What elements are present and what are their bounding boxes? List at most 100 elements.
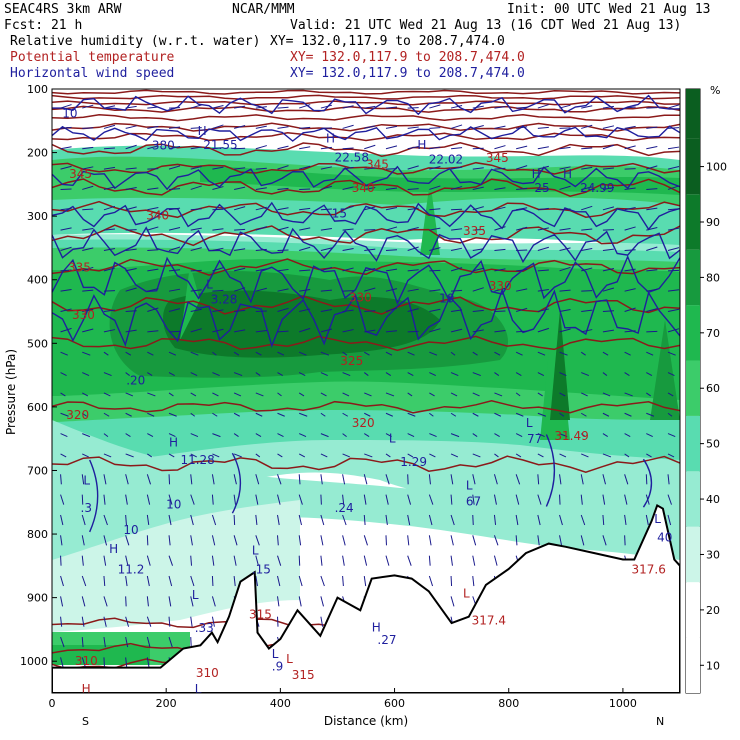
wind-vector-615 bbox=[190, 535, 193, 546]
wind-vector-89 bbox=[103, 166, 116, 170]
wind-vector-607 bbox=[645, 514, 649, 526]
wind-vector-204 bbox=[82, 247, 94, 251]
wind-vector-473 bbox=[255, 433, 262, 438]
wind-vector-293 bbox=[125, 310, 137, 313]
wind-vector-295 bbox=[168, 308, 181, 313]
wind-vector-617 bbox=[233, 535, 238, 546]
x-axis: 0 200 400 600 800 1000 bbox=[49, 688, 637, 710]
wind-vector-227 bbox=[581, 247, 593, 251]
wind-vector-729 bbox=[146, 616, 152, 627]
wind-vector-333 bbox=[364, 329, 376, 333]
wind-vector-486 bbox=[537, 433, 545, 438]
wind-vector-51 bbox=[537, 126, 549, 129]
wind-vector-156 bbox=[299, 207, 311, 211]
wind-vector-667 bbox=[60, 575, 64, 587]
wind-vector-608 bbox=[667, 514, 672, 526]
wind-vector-579 bbox=[667, 494, 672, 505]
wind-vector-212 bbox=[255, 248, 267, 251]
wind-vector-628 bbox=[472, 535, 477, 546]
wind-vector-85 bbox=[646, 145, 658, 150]
wind-vector-548 bbox=[624, 474, 629, 485]
wind-vector-650 bbox=[320, 555, 323, 566]
wind-vector-649 bbox=[298, 555, 301, 566]
wind-contour-low-4 bbox=[642, 458, 653, 508]
wind-vector-234 bbox=[103, 267, 116, 272]
field-theta-xy: XY= 132.0,117.9 to 208.7,474.0 bbox=[290, 50, 525, 65]
forecast-hour: Fcst: 21 h bbox=[4, 18, 82, 33]
wind-vector-490 bbox=[624, 433, 631, 438]
contour-label-18: 335 bbox=[463, 224, 486, 238]
wind-vector-419 bbox=[342, 392, 350, 397]
wind-vector-528 bbox=[190, 474, 193, 485]
wind-vector-175 bbox=[82, 227, 94, 231]
wind-vector-587 bbox=[211, 514, 217, 526]
wind-vector-322 bbox=[125, 329, 137, 333]
wind-vector-239 bbox=[212, 267, 224, 272]
wind-vector-557 bbox=[190, 494, 195, 505]
wind-vector-388 bbox=[298, 372, 306, 377]
wind-vector-150 bbox=[168, 207, 181, 211]
wind-vector-56 bbox=[646, 126, 658, 129]
wind-vector-390 bbox=[342, 372, 351, 377]
wind-vector-282 bbox=[516, 288, 528, 292]
wind-vector-122 bbox=[190, 185, 202, 190]
wind-vector-3 bbox=[125, 105, 137, 109]
wind-vector-64 bbox=[190, 146, 202, 150]
x-tick-label-5: 1000 bbox=[609, 697, 637, 710]
colorbar-swatch-5 bbox=[686, 360, 700, 416]
wind-vector-219 bbox=[407, 246, 419, 251]
wind-vector-105 bbox=[450, 166, 463, 170]
wind-vector-263 bbox=[103, 290, 115, 292]
contour-label-22: 330 bbox=[349, 290, 372, 304]
wind-vector-787 bbox=[146, 657, 150, 668]
wind-vector-496 bbox=[125, 453, 134, 458]
wind-vector-331 bbox=[320, 328, 333, 333]
wind-vector-131 bbox=[385, 187, 398, 190]
wind-vector-180 bbox=[190, 227, 202, 231]
contour-label-2: 380 bbox=[152, 138, 175, 152]
rh-band-lower bbox=[52, 420, 680, 580]
wind-vector-174 bbox=[60, 227, 72, 231]
wind-vector-504 bbox=[298, 453, 306, 458]
wind-vector-411 bbox=[168, 392, 174, 397]
wind-vector-462 bbox=[646, 412, 655, 417]
wind-contour-low-1 bbox=[231, 452, 242, 514]
wind-vector-786 bbox=[125, 657, 128, 668]
wind-vector-669 bbox=[103, 575, 106, 587]
wind-vector-465 bbox=[82, 433, 91, 438]
wind-vector-283 bbox=[537, 288, 549, 292]
wind-vector-618 bbox=[255, 535, 260, 546]
wind-vector-61 bbox=[125, 144, 137, 150]
wind-vector-353 bbox=[168, 351, 177, 356]
wind-vector-475 bbox=[299, 433, 307, 438]
contour-label-37: L bbox=[83, 473, 90, 487]
wind-vector-503 bbox=[277, 453, 283, 458]
wind-vector-54 bbox=[602, 125, 615, 129]
wind-vector-111 bbox=[581, 166, 593, 170]
colorbar-swatch-9 bbox=[686, 138, 700, 195]
wind-vector-730 bbox=[168, 616, 171, 627]
contour-label-9: 345 bbox=[486, 151, 509, 165]
contour-label-31: 77 bbox=[527, 432, 542, 446]
wind-vector-727 bbox=[103, 616, 107, 627]
colorbar-label-8: 90 bbox=[706, 216, 720, 229]
contour-label-25: 330 bbox=[72, 308, 95, 322]
wind-vector-673 bbox=[190, 575, 195, 587]
wind-vector-324 bbox=[169, 330, 181, 333]
wind-vector-379 bbox=[103, 372, 112, 377]
wind-vector-275 bbox=[364, 287, 376, 292]
wind-vector-302 bbox=[320, 309, 332, 313]
wind-vector-547 bbox=[602, 474, 607, 485]
wind-vector-425 bbox=[472, 392, 480, 397]
colorbar-swatch-top bbox=[686, 89, 700, 139]
wind-vector-378 bbox=[82, 372, 90, 377]
wind-vector-535 bbox=[342, 474, 346, 485]
contour-label-42: .24 bbox=[335, 501, 354, 515]
wind-vector-59 bbox=[82, 146, 94, 150]
wind-vector-559 bbox=[233, 494, 237, 505]
wind-vector-443 bbox=[233, 412, 240, 417]
contour-label-40: .3 bbox=[81, 501, 92, 515]
rh-core-2 bbox=[163, 290, 440, 358]
wind-vector-549 bbox=[645, 474, 648, 485]
contour-label-39: 67 bbox=[466, 494, 481, 508]
